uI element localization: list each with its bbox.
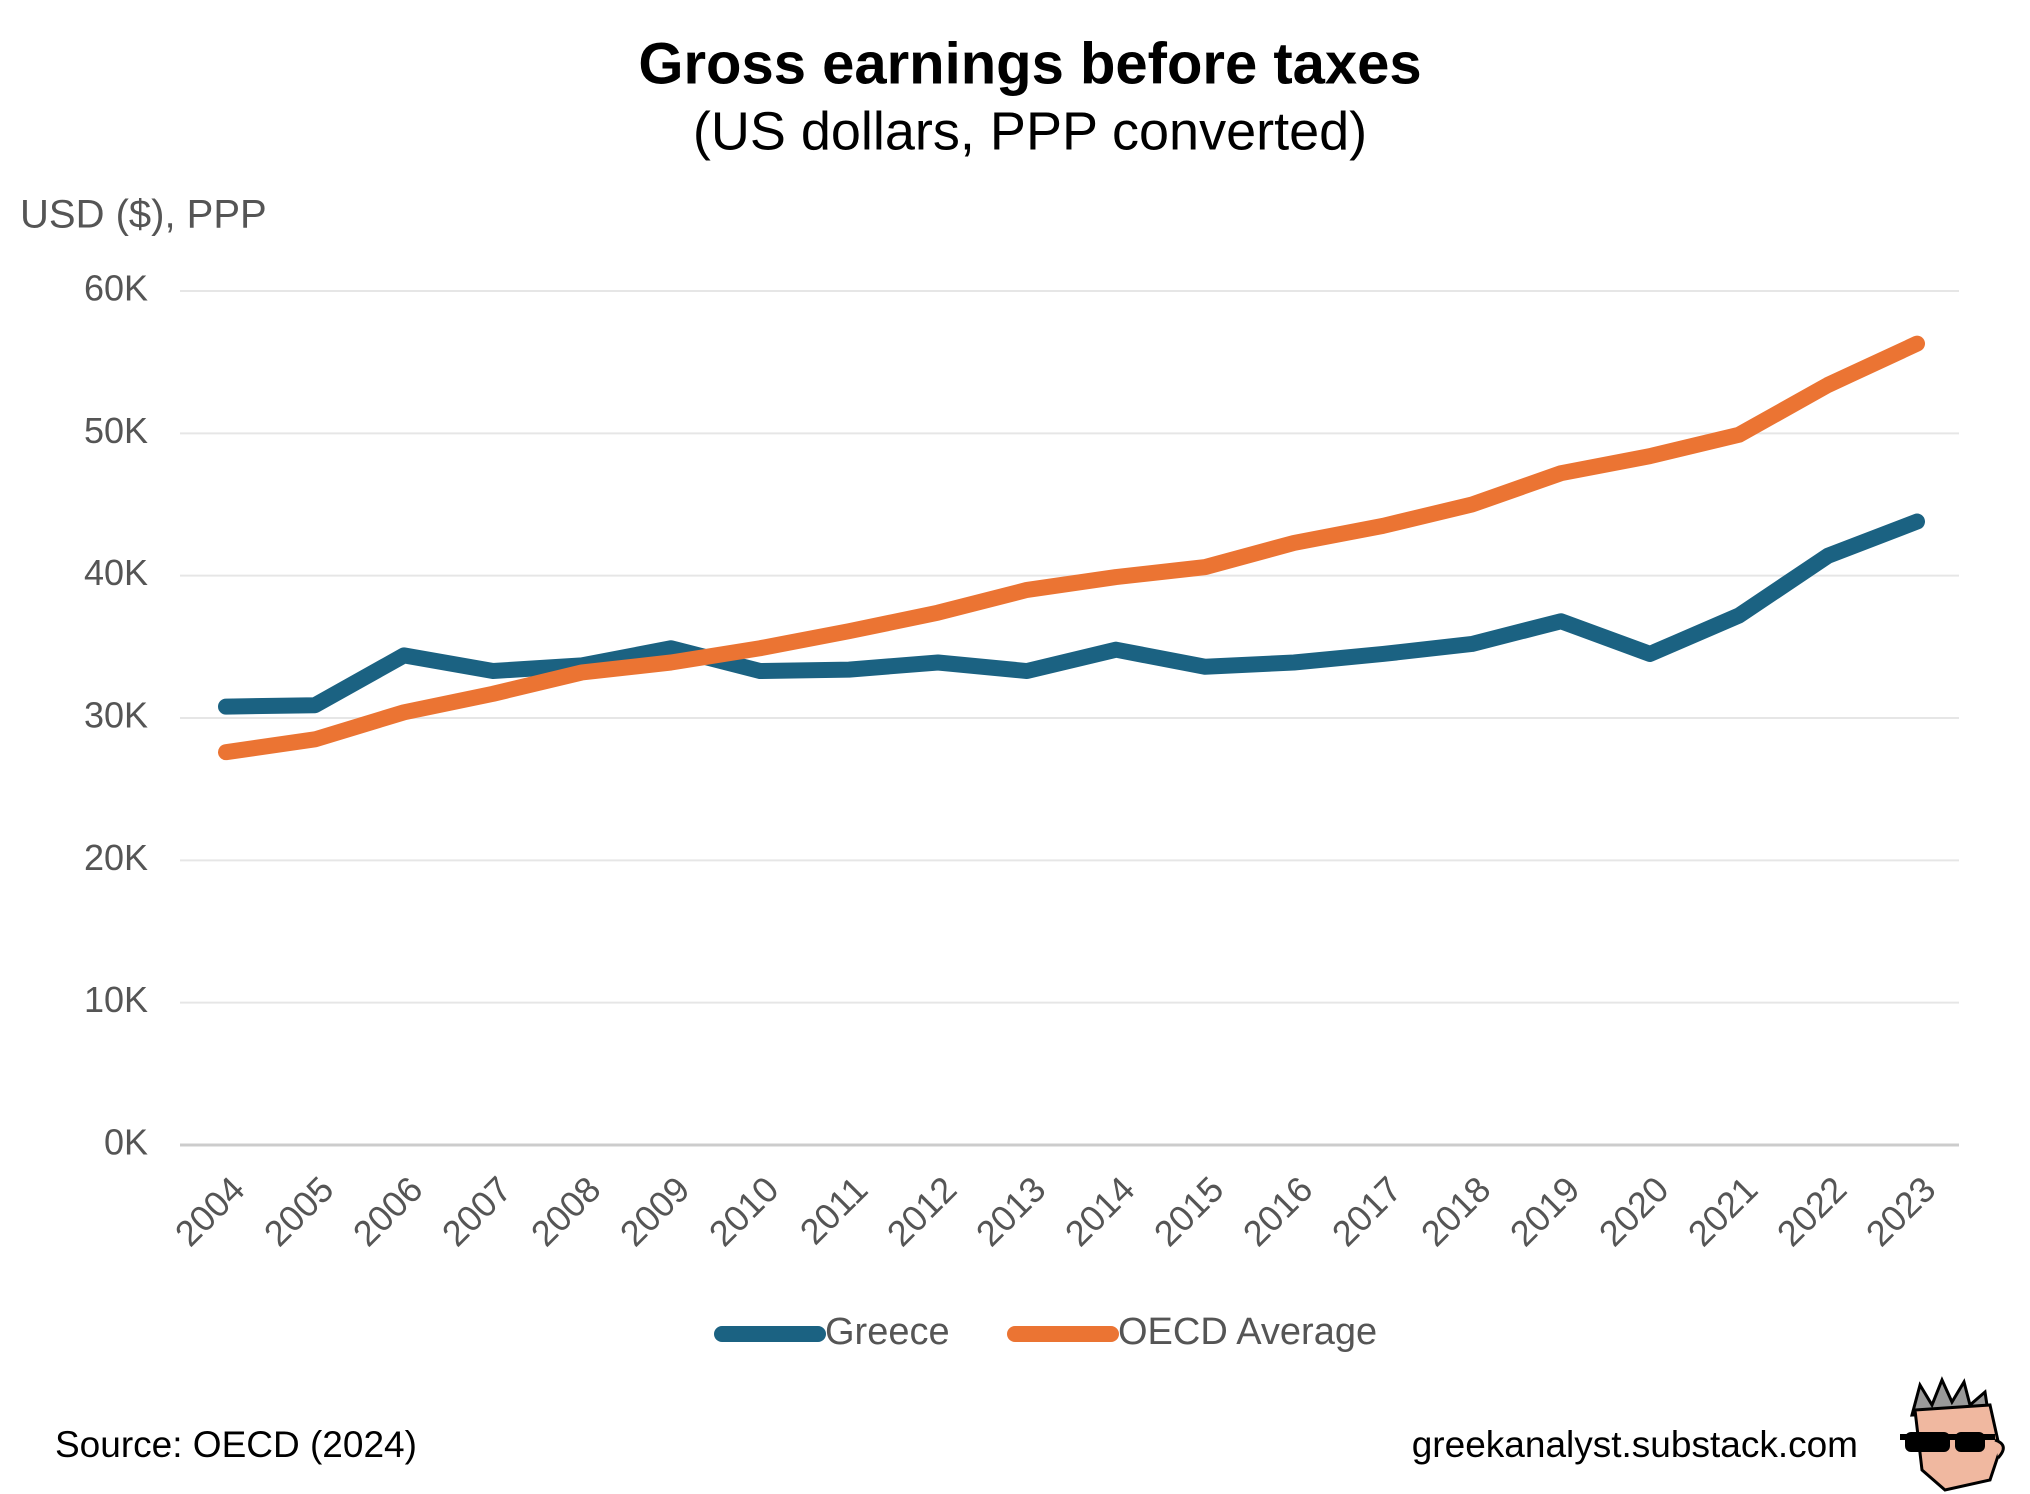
y-tick-label: 10K [84, 979, 148, 1020]
x-tick-label: 2020 [1591, 1168, 1677, 1254]
source: Source: OECD (2024) [55, 1424, 417, 1465]
x-tick-label: 2015 [1146, 1168, 1232, 1254]
x-tick-label: 2009 [612, 1168, 698, 1254]
credit: greekanalyst.substack.com [1412, 1424, 1858, 1465]
x-tick-label: 2023 [1858, 1168, 1944, 1254]
y-tick-label: 20K [84, 837, 148, 878]
x-tick-label: 2008 [523, 1168, 609, 1254]
x-tick-label: 2012 [879, 1168, 965, 1254]
chart-subtitle: (US dollars, PPP converted) [693, 101, 1367, 161]
x-tick-label: 2004 [167, 1168, 253, 1254]
chart-title: Gross earnings before taxes [638, 31, 1421, 96]
y-tick-label: 0K [104, 1122, 148, 1163]
line-series [218, 335, 1925, 761]
legend-label: Greece [825, 1311, 950, 1353]
x-tick-label: 2013 [968, 1168, 1054, 1254]
x-tick-label: 2010 [701, 1168, 787, 1254]
logo [1900, 1376, 2005, 1492]
x-tick-label: 2011 [792, 1168, 876, 1252]
x-tick-label: 2014 [1057, 1168, 1143, 1254]
x-tick-label: 2005 [256, 1168, 342, 1254]
x-tick-label: 2021 [1680, 1168, 1766, 1254]
x-tick-label: 2018 [1413, 1168, 1499, 1254]
x-tick-label: 2006 [345, 1168, 431, 1254]
x-tick-label: 2022 [1769, 1168, 1855, 1254]
y-tick-label: 30K [84, 695, 148, 736]
y-tick-label: 40K [84, 552, 148, 593]
y-axis-label: USD ($), PPP [20, 193, 267, 237]
y-tick-label: 50K [84, 410, 148, 451]
y-tick-label: 60K [84, 268, 148, 309]
x-tick-label: 2017 [1324, 1168, 1410, 1254]
x-tick-label: 2007 [434, 1168, 520, 1254]
legend-label: OECD Average [1118, 1311, 1377, 1353]
line-series [218, 513, 1925, 715]
x-tick-label: 2016 [1235, 1168, 1321, 1254]
x-tick-label: 2019 [1502, 1168, 1588, 1254]
